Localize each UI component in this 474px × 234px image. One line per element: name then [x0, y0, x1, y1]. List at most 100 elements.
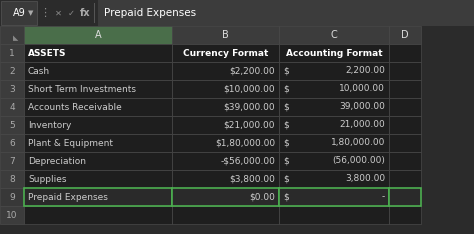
- Bar: [0, 206, 24, 224]
- Bar: [172, 62, 279, 80]
- Bar: [0, 62, 24, 80]
- Bar: [279, 26, 389, 44]
- Bar: [0, 188, 24, 206]
- Text: Plant & Equipment: Plant & Equipment: [28, 139, 113, 147]
- Bar: [0, 80, 24, 98]
- Bar: [0, 44, 24, 62]
- Bar: [279, 116, 389, 134]
- Bar: [389, 26, 421, 44]
- Bar: [24, 152, 172, 170]
- Text: Inventory: Inventory: [28, 121, 72, 129]
- Bar: [24, 170, 172, 188]
- Text: 10: 10: [6, 211, 18, 219]
- Text: Depreciation: Depreciation: [28, 157, 86, 165]
- Bar: [279, 98, 389, 116]
- Text: A: A: [95, 30, 101, 40]
- Text: Prepaid Expenses: Prepaid Expenses: [104, 8, 196, 18]
- Text: ASSETS: ASSETS: [28, 48, 66, 58]
- Text: 5: 5: [9, 121, 15, 129]
- Bar: [389, 98, 421, 116]
- Bar: [172, 152, 279, 170]
- Text: -: -: [382, 193, 385, 201]
- Bar: [279, 206, 389, 224]
- Bar: [389, 188, 421, 206]
- Text: Cash: Cash: [28, 66, 50, 76]
- Text: 2,200.00: 2,200.00: [345, 66, 385, 76]
- Bar: [24, 62, 172, 80]
- Text: $: $: [283, 157, 289, 165]
- Text: $10,000.00: $10,000.00: [223, 84, 275, 94]
- Bar: [0, 170, 24, 188]
- Text: $: $: [283, 121, 289, 129]
- Bar: [172, 188, 279, 206]
- Text: Accounting Format: Accounting Format: [286, 48, 383, 58]
- Bar: [389, 44, 421, 62]
- Text: $: $: [283, 84, 289, 94]
- Text: $3,800.00: $3,800.00: [229, 175, 275, 183]
- Text: $21,000.00: $21,000.00: [224, 121, 275, 129]
- Text: 2: 2: [9, 66, 15, 76]
- Bar: [389, 206, 421, 224]
- Text: 4: 4: [9, 102, 15, 111]
- Text: D: D: [401, 30, 409, 40]
- Text: $: $: [283, 175, 289, 183]
- Text: fx: fx: [80, 8, 90, 18]
- Bar: [279, 62, 389, 80]
- Bar: [279, 152, 389, 170]
- Text: 39,000.00: 39,000.00: [339, 102, 385, 111]
- Text: ✕: ✕: [55, 8, 62, 18]
- Text: C: C: [331, 30, 337, 40]
- Bar: [172, 206, 279, 224]
- Bar: [389, 134, 421, 152]
- Text: $: $: [283, 66, 289, 76]
- Text: ▼: ▼: [28, 10, 34, 16]
- Text: 9: 9: [9, 193, 15, 201]
- Bar: [0, 98, 24, 116]
- Bar: [279, 134, 389, 152]
- Text: Supplies: Supplies: [28, 175, 66, 183]
- Bar: [24, 188, 172, 206]
- Bar: [279, 44, 389, 62]
- Text: -$56,000.00: -$56,000.00: [220, 157, 275, 165]
- Bar: [389, 116, 421, 134]
- Bar: [172, 170, 279, 188]
- Text: 8: 8: [9, 175, 15, 183]
- Bar: [172, 134, 279, 152]
- Text: Short Term Investments: Short Term Investments: [28, 84, 136, 94]
- Bar: [389, 80, 421, 98]
- Text: $: $: [283, 193, 289, 201]
- Text: 1: 1: [9, 48, 15, 58]
- Text: 21,000.00: 21,000.00: [339, 121, 385, 129]
- Bar: [0, 0, 474, 26]
- Text: 7: 7: [9, 157, 15, 165]
- Text: $1,80,000.00: $1,80,000.00: [215, 139, 275, 147]
- Bar: [389, 152, 421, 170]
- Text: 10,000.00: 10,000.00: [339, 84, 385, 94]
- Text: 3,800.00: 3,800.00: [345, 175, 385, 183]
- Text: $0.00: $0.00: [249, 193, 275, 201]
- Bar: [172, 26, 279, 44]
- Bar: [172, 80, 279, 98]
- Text: Accounts Receivable: Accounts Receivable: [28, 102, 122, 111]
- Text: $: $: [283, 139, 289, 147]
- Text: Currency Format: Currency Format: [183, 48, 268, 58]
- Bar: [279, 80, 389, 98]
- Bar: [172, 98, 279, 116]
- Bar: [172, 44, 279, 62]
- Bar: [98, 0, 474, 26]
- Bar: [389, 62, 421, 80]
- Bar: [0, 152, 24, 170]
- Text: 6: 6: [9, 139, 15, 147]
- Text: Prepaid Expenses: Prepaid Expenses: [28, 193, 108, 201]
- Bar: [172, 116, 279, 134]
- Bar: [279, 188, 389, 206]
- Text: ✓: ✓: [67, 8, 74, 18]
- Bar: [24, 44, 172, 62]
- Text: 1,80,000.00: 1,80,000.00: [331, 139, 385, 147]
- Text: (56,000.00): (56,000.00): [332, 157, 385, 165]
- Bar: [24, 98, 172, 116]
- Text: $2,200.00: $2,200.00: [229, 66, 275, 76]
- Bar: [0, 116, 24, 134]
- Bar: [94, 3, 95, 23]
- Bar: [279, 170, 389, 188]
